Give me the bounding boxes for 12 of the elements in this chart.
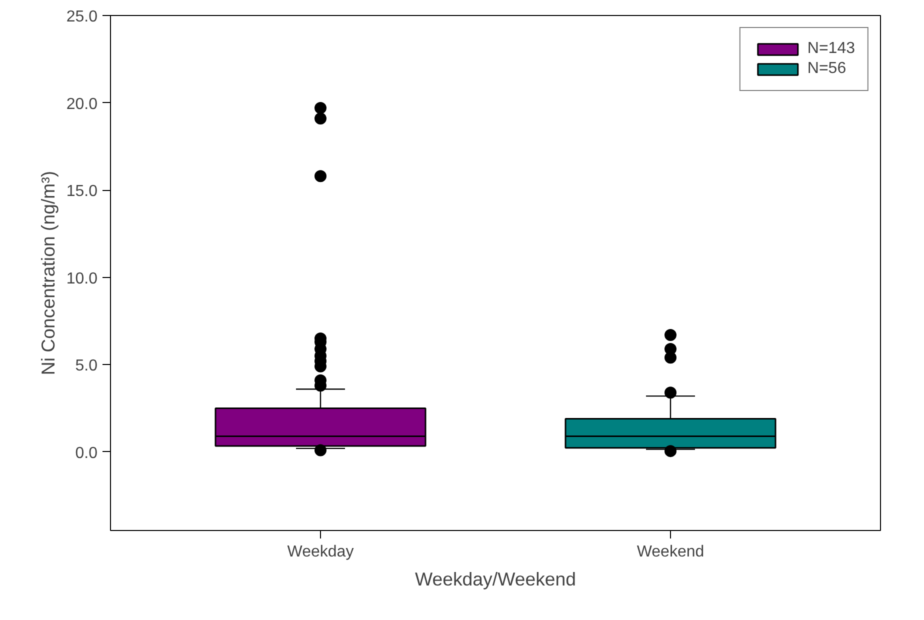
y-tick-label: 0.0 bbox=[75, 444, 98, 462]
y-tick-label: 15.0 bbox=[66, 183, 98, 200]
y-axis-title: Ni Concentration (ng/m³) bbox=[37, 170, 58, 376]
x-tick-label: Weekend bbox=[636, 544, 704, 560]
legend-label: N=143 bbox=[807, 40, 855, 58]
legend-label: N=56 bbox=[807, 60, 846, 78]
y-tick-label: 5.0 bbox=[75, 358, 98, 375]
y-tick-label: 25.0 bbox=[66, 8, 98, 26]
x-tick-label: Weekday bbox=[287, 544, 354, 560]
y-tick-label: 10.0 bbox=[66, 270, 98, 288]
x-axis-title: Weekday/Weekend bbox=[414, 568, 576, 590]
y-tick-label: 20.0 bbox=[66, 96, 98, 113]
